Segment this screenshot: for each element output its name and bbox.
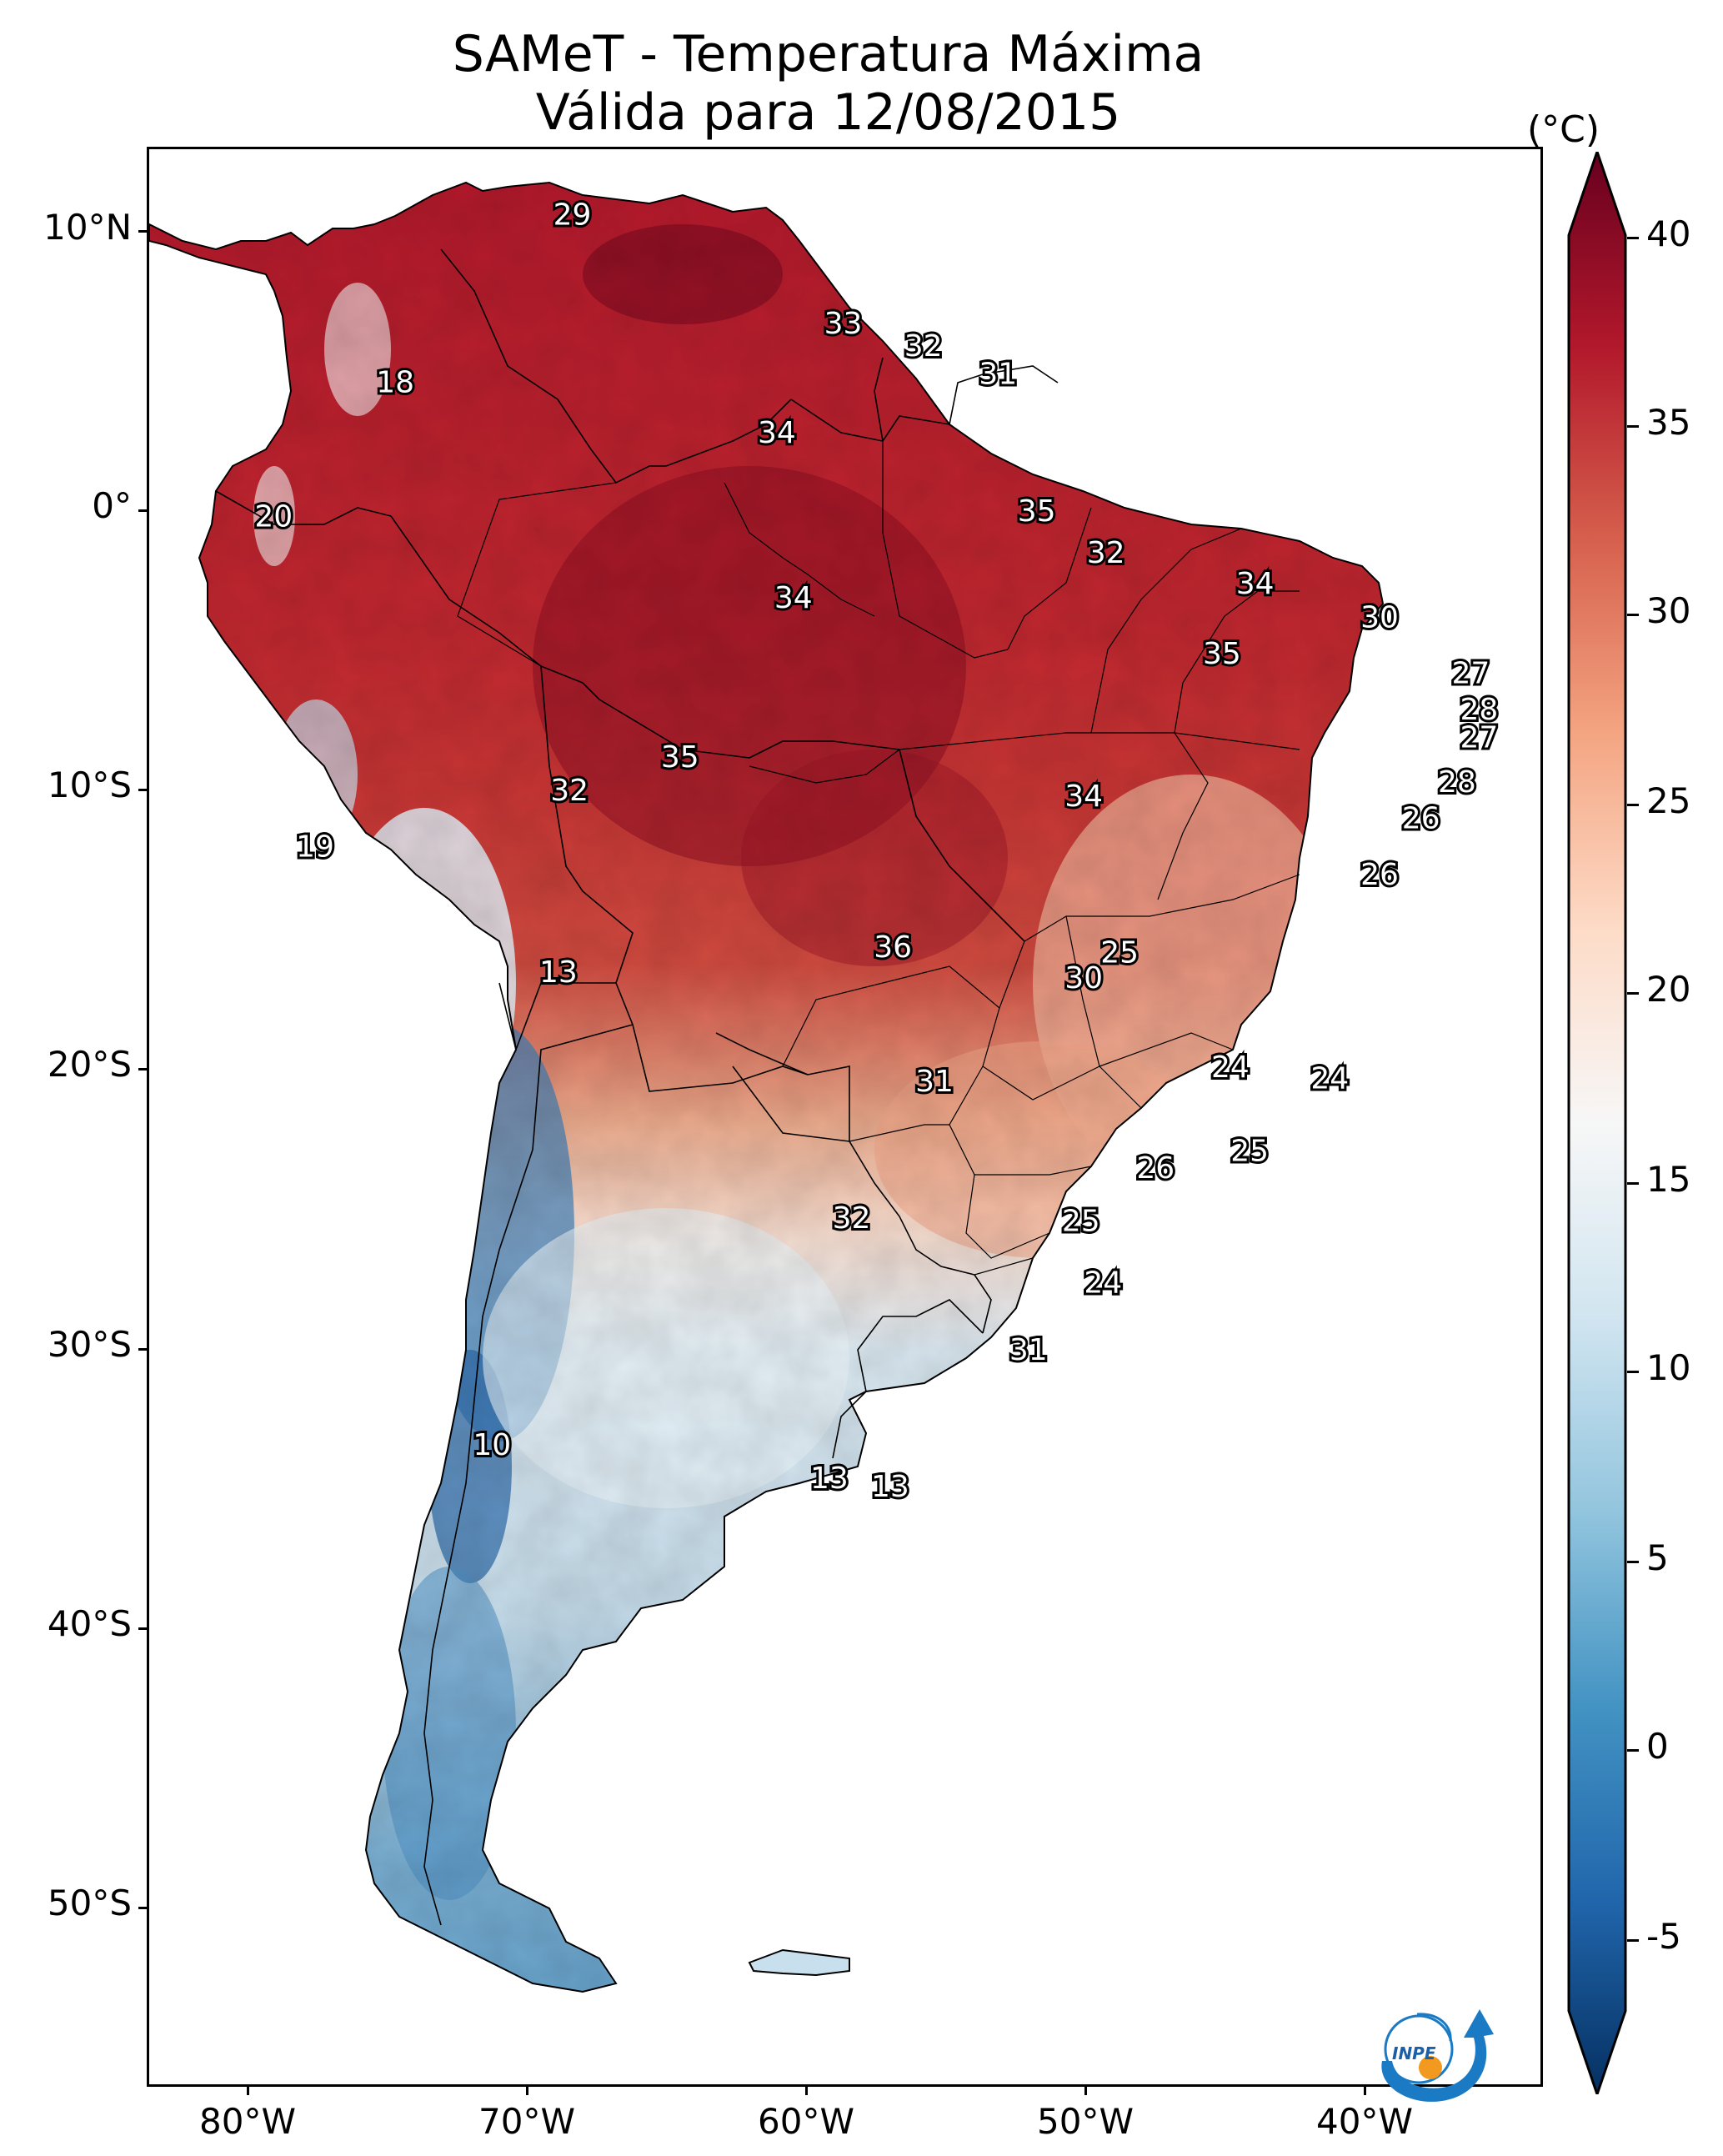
lat-tick-10n: 10°N (43, 207, 132, 248)
map-panel[interactable]: 29 18 33 32 31 34 20 35 32 34 34 30 35 27 28 27 35 32 34 28… (147, 147, 1543, 2087)
colorbar-tick-30: 30 (1646, 590, 1691, 631)
lat-tick-10s: 10°S (47, 765, 132, 805)
temperature-label: 13 (871, 1470, 909, 1504)
temperature-label: 32 (550, 774, 589, 808)
lon-tick-mark (1364, 2087, 1366, 2095)
temperature-label: 36 (874, 930, 912, 965)
colorbar-tick-15: 15 (1646, 1159, 1691, 1200)
temperature-label: 25 (1062, 1205, 1100, 1239)
temperature-label: 25 (1230, 1135, 1269, 1169)
lon-tick-80w: 80°W (199, 2101, 296, 2142)
lon-tick-60w: 60°W (758, 2101, 854, 2142)
temperature-label: 34 (774, 581, 813, 615)
inpe-logo: INPE (1381, 2009, 1494, 2102)
temperature-label: 31 (915, 1065, 954, 1099)
map-title: SAMeT - Temperatura Máxima (452, 25, 1205, 83)
temperature-label: 27 (1460, 721, 1498, 755)
colorbar-tick-minus5: -5 (1646, 1916, 1681, 1957)
lat-tick-50s: 50°S (47, 1883, 132, 1923)
lat-tick-mark (138, 509, 147, 512)
colorbar-tick-25: 25 (1646, 780, 1691, 821)
temperature-label: 26 (1360, 858, 1399, 892)
inpe-logo-text: INPE (1392, 2043, 1436, 2063)
country-borders (215, 248, 1059, 1926)
temperature-label: 10 (473, 1428, 511, 1462)
lat-tick-mark (138, 789, 147, 791)
temperature-label: 28 (1438, 765, 1476, 800)
state-borders (457, 441, 1300, 1276)
temperature-label: 26 (1136, 1151, 1175, 1186)
lon-tick-mark (805, 2087, 808, 2095)
lat-tick-40s: 40°S (47, 1603, 132, 1644)
lon-tick-50w: 50°W (1037, 2101, 1134, 2142)
colorbar-tick-20: 20 (1646, 969, 1691, 1010)
lat-tick-mark (138, 230, 147, 233)
temperature-label: 27 (1451, 656, 1490, 690)
temperature-label: 32 (833, 1201, 871, 1236)
colorbar (1567, 152, 1627, 2094)
temperature-label: 24 (1310, 1062, 1349, 1096)
temperature-label: 30 (1064, 961, 1103, 995)
temperature-label: 35 (1018, 494, 1056, 529)
temperature-field (149, 181, 1385, 1993)
temperature-label: 34 (1064, 780, 1103, 814)
temperature-label: 28 (1460, 693, 1498, 727)
temperature-label: 24 (1084, 1266, 1122, 1300)
temperature-label: 25 (1100, 936, 1139, 970)
lat-tick-30s: 30°S (47, 1324, 132, 1365)
lat-tick-mark (138, 1348, 147, 1351)
lat-tick-mark (138, 1068, 147, 1070)
temperature-label: 24 (1211, 1050, 1250, 1085)
colorbar-tick-40: 40 (1646, 213, 1691, 254)
temperature-label: 26 (1402, 802, 1440, 836)
lat-tick-20s: 20°S (47, 1044, 132, 1085)
temperature-label: 18 (376, 366, 414, 400)
lat-tick-mark (138, 1627, 147, 1630)
lon-tick-mark (1084, 2087, 1087, 2095)
lon-tick-70w: 70°W (478, 2101, 575, 2142)
colorbar-unit: (°C) (1527, 108, 1600, 151)
lon-tick-40w: 40°W (1316, 2101, 1413, 2142)
temperature-label: 34 (1236, 567, 1275, 601)
temperature-label: 34 (758, 416, 796, 450)
temperature-label: 33 (824, 307, 863, 341)
temperature-label: 35 (661, 740, 699, 775)
temperature-label: 29 (553, 198, 592, 233)
temperature-label: 31 (979, 358, 1017, 392)
falkland-islands (748, 1948, 850, 1977)
colorbar-tick-35: 35 (1646, 402, 1691, 443)
colorbar-tick-10: 10 (1646, 1347, 1691, 1388)
temperature-label: 30 (1360, 600, 1399, 634)
lat-tick-mark (138, 1907, 147, 1909)
lat-tick-0: 0° (92, 485, 132, 526)
temperature-label: 32 (1087, 536, 1125, 570)
temperature-label: 19 (296, 830, 334, 864)
temperature-label: 35 (1203, 637, 1241, 671)
lon-tick-mark (526, 2087, 528, 2095)
map-subtitle: Válida para 12/08/2015 (535, 83, 1121, 142)
temperature-label: 31 (1009, 1333, 1048, 1367)
temperature-label: 20 (254, 500, 293, 534)
temperature-label: 13 (810, 1462, 849, 1496)
colorbar-tick-0: 0 (1646, 1726, 1669, 1767)
temperature-label: 13 (539, 955, 578, 990)
temperature-label: 32 (904, 329, 943, 364)
lon-tick-mark (247, 2087, 249, 2095)
colorbar-tick-5: 5 (1646, 1537, 1669, 1578)
